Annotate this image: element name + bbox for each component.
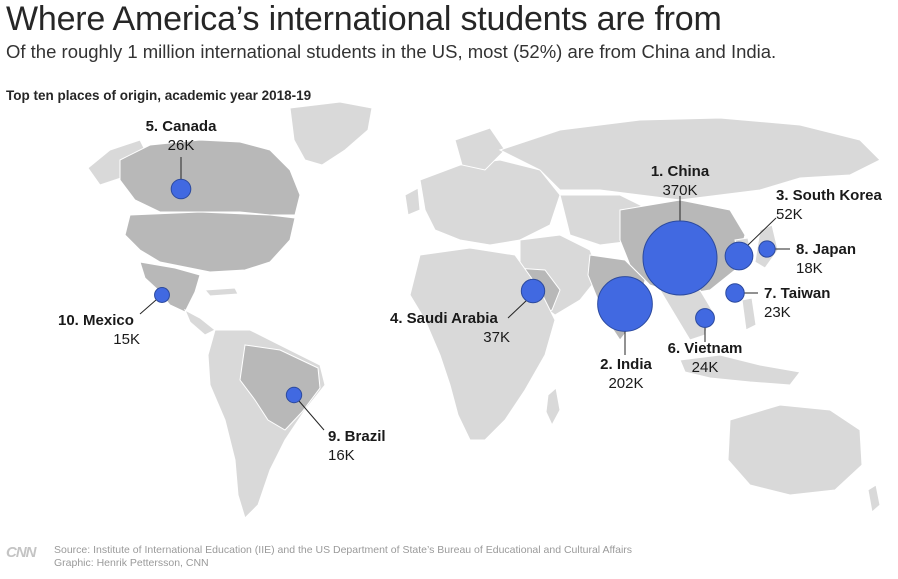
leader-mexico [139, 299, 157, 315]
land-australia [727, 404, 863, 496]
page-subtitle: Of the roughly 1 million international s… [6, 41, 777, 62]
bubble-brazil [285, 386, 303, 404]
land-philippines [741, 297, 757, 331]
label-name-china: 1. China [651, 163, 710, 180]
bubble-india [597, 276, 653, 332]
cnn-logo: CNN [6, 544, 36, 561]
leader-south-korea [745, 217, 777, 248]
leader-saudi-arabia [507, 299, 528, 319]
label-value-mexico: 15K [113, 331, 140, 348]
label-value-china: 370K [662, 182, 697, 199]
label-name-india: 2. India [600, 356, 652, 373]
bubble-china [642, 220, 718, 296]
map-caption: Top ten places of origin, academic year … [6, 88, 312, 103]
bubble-labels: 1. China 370K 2. India 202K 3. South Korea 52… [58, 118, 883, 464]
label-name-vietnam: 6. Vietnam [668, 340, 743, 357]
label-value-canada: 26K [168, 137, 195, 154]
world-map: 1. China 370K 2. India 202K 3. South Korea 52… [58, 101, 883, 519]
land-europe [419, 159, 561, 246]
label-name-saudi-arabia: 4. Saudi Arabia [390, 310, 498, 327]
label-name-mexico: 10. Mexico [58, 312, 134, 329]
land-usa [124, 211, 296, 273]
land-new-zealand [867, 484, 881, 513]
land-uk [404, 187, 421, 216]
land-indonesia [679, 354, 801, 386]
bubble-japan [758, 240, 776, 258]
land-greenland [289, 101, 373, 166]
land-scandinavia [454, 127, 506, 171]
land-russia [498, 117, 881, 201]
source-note: Source: Institute of International Educa… [54, 544, 633, 556]
label-value-south-korea: 52K [776, 206, 803, 223]
label-value-india: 202K [608, 375, 643, 392]
label-value-saudi-arabia: 37K [483, 329, 510, 346]
bubbles [154, 178, 776, 404]
label-name-taiwan: 7. Taiwan [764, 285, 830, 302]
footer: Source: Institute of International Educa… [54, 544, 632, 570]
label-name-canada: 5. Canada [146, 118, 218, 135]
page-title: Where America’s international students a… [6, 0, 722, 38]
label-value-brazil: 16K [328, 447, 355, 464]
leader-lines [139, 157, 790, 431]
land-brazil [239, 344, 321, 431]
bubble-vietnam [695, 308, 715, 328]
label-value-vietnam: 24K [692, 359, 719, 376]
bubble-taiwan [725, 283, 745, 303]
land-madagascar [545, 387, 561, 427]
bubble-canada [170, 178, 192, 200]
land-central-america [184, 308, 216, 336]
label-value-taiwan: 23K [764, 304, 791, 321]
bubble-south-korea [724, 241, 754, 271]
bubble-saudi-arabia [520, 278, 546, 304]
label-value-japan: 18K [796, 260, 823, 277]
label-name-brazil: 9. Brazil [328, 428, 386, 445]
bubble-mexico [154, 287, 170, 303]
land-canada [119, 139, 301, 216]
land-mexico [139, 261, 201, 313]
credit-note: Graphic: Henrik Pettersson, CNN [54, 557, 209, 569]
land-caribbean [203, 287, 239, 297]
label-name-japan: 8. Japan [796, 241, 856, 258]
leader-brazil [298, 400, 325, 431]
land-africa [409, 247, 556, 441]
label-name-south-korea: 3. South Korea [776, 187, 883, 204]
